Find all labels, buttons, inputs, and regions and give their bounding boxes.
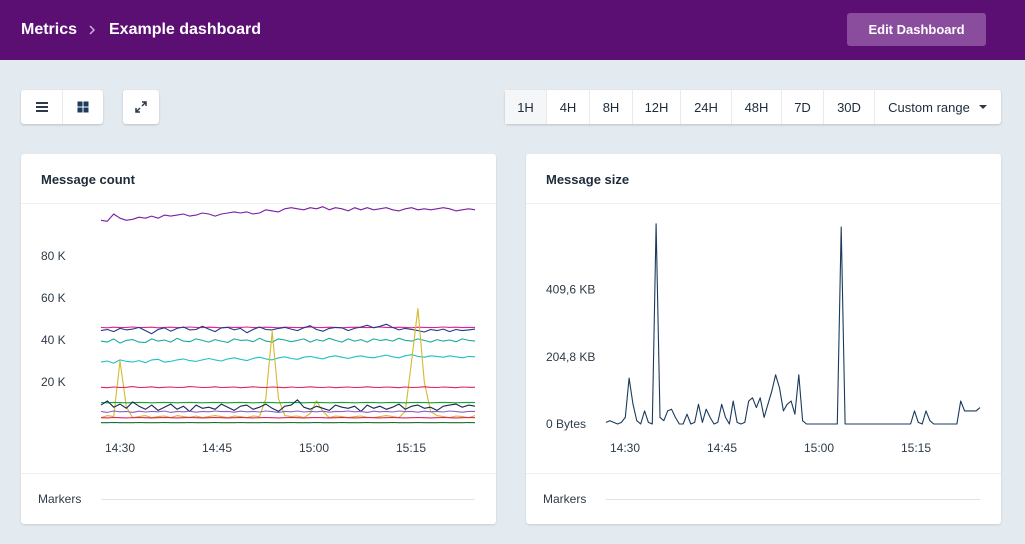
- list-view-button[interactable]: [21, 90, 62, 124]
- y-tick-label: 409,6 KB: [546, 283, 595, 297]
- x-tick-label: 14:30: [610, 441, 640, 455]
- message-count-chart: 20 K 40 K 60 K 80 K 14:30 14:45 15:00 15:15: [41, 206, 476, 455]
- series-line-1: [605, 223, 981, 425]
- custom-range-label: Custom range: [888, 99, 970, 115]
- message-size-chart: 0 Bytes 204,8 KB 409,6 KB 14:30 14:45 15:00 15…: [546, 223, 981, 455]
- range-1h-button[interactable]: 1H: [505, 90, 546, 124]
- panel-title: Message count: [41, 172, 135, 187]
- y-tick-label: 80 K: [41, 249, 66, 263]
- series-line-5: [100, 354, 476, 364]
- x-tick-label: 14:45: [707, 441, 737, 455]
- edit-dashboard-button[interactable]: Edit Dashboard: [847, 13, 986, 46]
- x-tick-label: 15:00: [299, 441, 329, 455]
- series-line-2: [100, 326, 475, 329]
- markers-track: [606, 499, 980, 500]
- series-line-9: [100, 399, 476, 412]
- grid-view-button[interactable]: [62, 90, 103, 124]
- fullscreen-button[interactable]: [123, 90, 159, 124]
- series-line-7: [100, 386, 475, 389]
- markers-label: Markers: [38, 492, 82, 506]
- panel-divider: [526, 473, 1001, 474]
- breadcrumb-current: Example dashboard: [109, 21, 262, 38]
- x-tick-label: 14:30: [105, 441, 135, 455]
- fullscreen-button-wrap: [123, 90, 159, 124]
- series-line-6: [100, 307, 476, 419]
- range-8h-button[interactable]: 8H: [589, 90, 632, 124]
- list-view-icon: [35, 102, 48, 112]
- x-tick-label: 14:45: [202, 441, 232, 455]
- panel-title: Message size: [546, 172, 630, 187]
- range-48h-button[interactable]: 48H: [731, 90, 781, 124]
- x-tick-label: 15:15: [396, 441, 426, 455]
- series-line-3: [100, 323, 476, 335]
- x-tick-label: 15:15: [901, 441, 931, 455]
- y-tick-label: 0 Bytes: [546, 417, 586, 431]
- range-12h-button[interactable]: 12H: [632, 90, 680, 124]
- y-tick-label: 20 K: [41, 375, 66, 389]
- markers-track: [101, 499, 475, 500]
- markers-label: Markers: [543, 492, 587, 506]
- time-range-selector: 1H 4H 8H 12H 24H 48H 7D 30D Custom range: [505, 90, 1001, 124]
- top-header: Metrics Example dashboard Edit Dashboard: [0, 0, 1025, 60]
- expand-icon: [135, 101, 147, 113]
- panel-divider: [21, 473, 496, 474]
- y-tick-label: 204,8 KB: [546, 350, 595, 364]
- message-size-panel: Message size 0 Bytes 204,8 KB 409,6 KB 14:3…: [526, 154, 1001, 524]
- view-toggle: [21, 90, 103, 124]
- range-4h-button[interactable]: 4H: [546, 90, 589, 124]
- panel-divider: [526, 203, 1001, 204]
- series-line-4: [100, 337, 476, 344]
- range-30d-button[interactable]: 30D: [823, 90, 874, 124]
- breadcrumb-root[interactable]: Metrics: [21, 21, 78, 38]
- x-tick-label: 15:00: [804, 441, 834, 455]
- caret-down-icon: [978, 105, 987, 109]
- chevron-right-icon: [89, 25, 96, 35]
- custom-range-dropdown[interactable]: Custom range: [874, 90, 1001, 124]
- message-count-panel: Message count 20 K 40 K 60 K 80 K 14:30 14:45…: [21, 154, 496, 524]
- y-tick-label: 60 K: [41, 291, 66, 305]
- range-7d-button[interactable]: 7D: [781, 90, 823, 124]
- range-24h-button[interactable]: 24H: [680, 90, 731, 124]
- y-tick-label: 40 K: [41, 333, 66, 347]
- panel-divider: [21, 203, 496, 204]
- series-line-1: [100, 206, 476, 222]
- grid-view-icon: [77, 101, 89, 113]
- series-line-10: [100, 410, 475, 413]
